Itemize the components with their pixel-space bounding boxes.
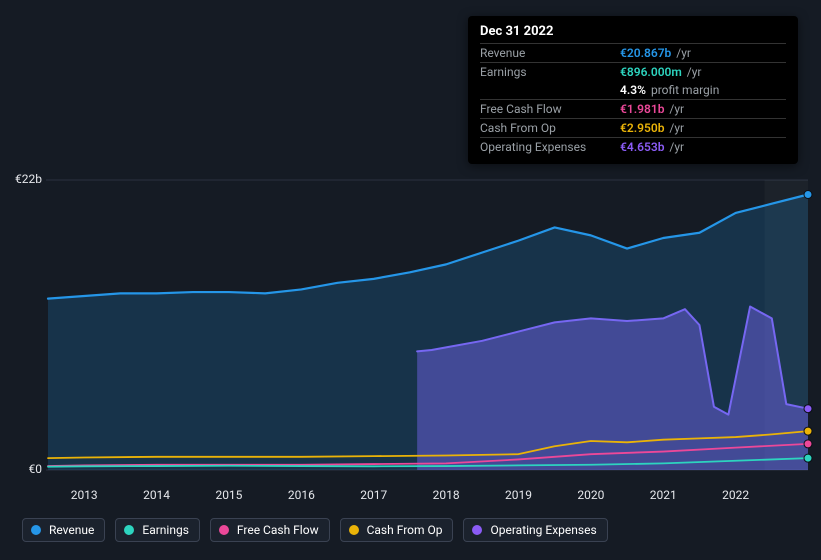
y-axis-label: €0 [0, 462, 42, 476]
legend-item-free-cash-flow[interactable]: Free Cash Flow [210, 518, 330, 542]
legend-label: Earnings [142, 523, 189, 537]
x-axis-label: 2016 [288, 488, 315, 502]
chart-tooltip: Dec 31 2022 Revenue€20.867b /yrEarnings€… [468, 16, 798, 164]
tooltip-row-value: €1.981b [620, 102, 664, 116]
x-axis-label: 2022 [722, 488, 749, 502]
y-axis-label: €22b [0, 172, 42, 186]
legend-item-cash-from-op[interactable]: Cash From Op [340, 518, 454, 542]
tooltip-row-value: €2.950b [620, 121, 664, 135]
tooltip-row-label: Operating Expenses [480, 140, 620, 154]
tooltip-row-value: €896.000m [620, 65, 682, 79]
tooltip-row: 4.3% profit margin [480, 81, 786, 99]
legend-swatch [124, 525, 134, 535]
tooltip-row-unit: /yr [666, 121, 684, 135]
x-axis-label: 2013 [71, 488, 98, 502]
x-axis-label: 2015 [215, 488, 242, 502]
tooltip-row-label: Free Cash Flow [480, 102, 620, 116]
legend-swatch [472, 525, 482, 535]
legend-swatch [219, 525, 229, 535]
tooltip-row-label: Revenue [480, 46, 620, 60]
tooltip-row-unit: /yr [666, 102, 684, 116]
x-axis-label: 2020 [577, 488, 604, 502]
tooltip-row: Operating Expenses€4.653b /yr [480, 137, 786, 156]
x-axis-label: 2014 [143, 488, 170, 502]
legend-swatch [349, 525, 359, 535]
tooltip-row: Earnings€896.000m /yr [480, 62, 786, 81]
tooltip-row-unit: /yr [684, 65, 702, 79]
tooltip-row: Free Cash Flow€1.981b /yr [480, 99, 786, 118]
chart-legend: Revenue Earnings Free Cash Flow Cash From O… [22, 518, 608, 542]
tooltip-row-label: Cash From Op [480, 121, 620, 135]
tooltip-date: Dec 31 2022 [480, 24, 786, 43]
legend-label: Operating Expenses [490, 523, 596, 537]
legend-label: Revenue [49, 523, 94, 537]
x-axis-label: 2021 [650, 488, 677, 502]
tooltip-row-value: €4.653b [620, 140, 664, 154]
tooltip-row-label: Earnings [480, 65, 620, 79]
legend-label: Cash From Op [367, 523, 443, 537]
tooltip-row-value: 4.3% [620, 83, 646, 97]
x-axis-label: 2019 [505, 488, 532, 502]
legend-item-earnings[interactable]: Earnings [115, 518, 200, 542]
x-axis-label: 2018 [433, 488, 460, 502]
legend-item-operating-expenses[interactable]: Operating Expenses [463, 518, 607, 542]
tooltip-row: Revenue€20.867b /yr [480, 43, 786, 62]
legend-item-revenue[interactable]: Revenue [22, 518, 105, 542]
legend-swatch [31, 525, 41, 535]
legend-label: Free Cash Flow [237, 523, 319, 537]
x-axis-label: 2017 [360, 488, 387, 502]
tooltip-row-unit: /yr [673, 46, 691, 60]
tooltip-row-value: €20.867b [620, 46, 671, 60]
tooltip-row-unit: /yr [666, 140, 684, 154]
tooltip-row-unit: profit margin [648, 83, 719, 97]
tooltip-row: Cash From Op€2.950b /yr [480, 118, 786, 137]
